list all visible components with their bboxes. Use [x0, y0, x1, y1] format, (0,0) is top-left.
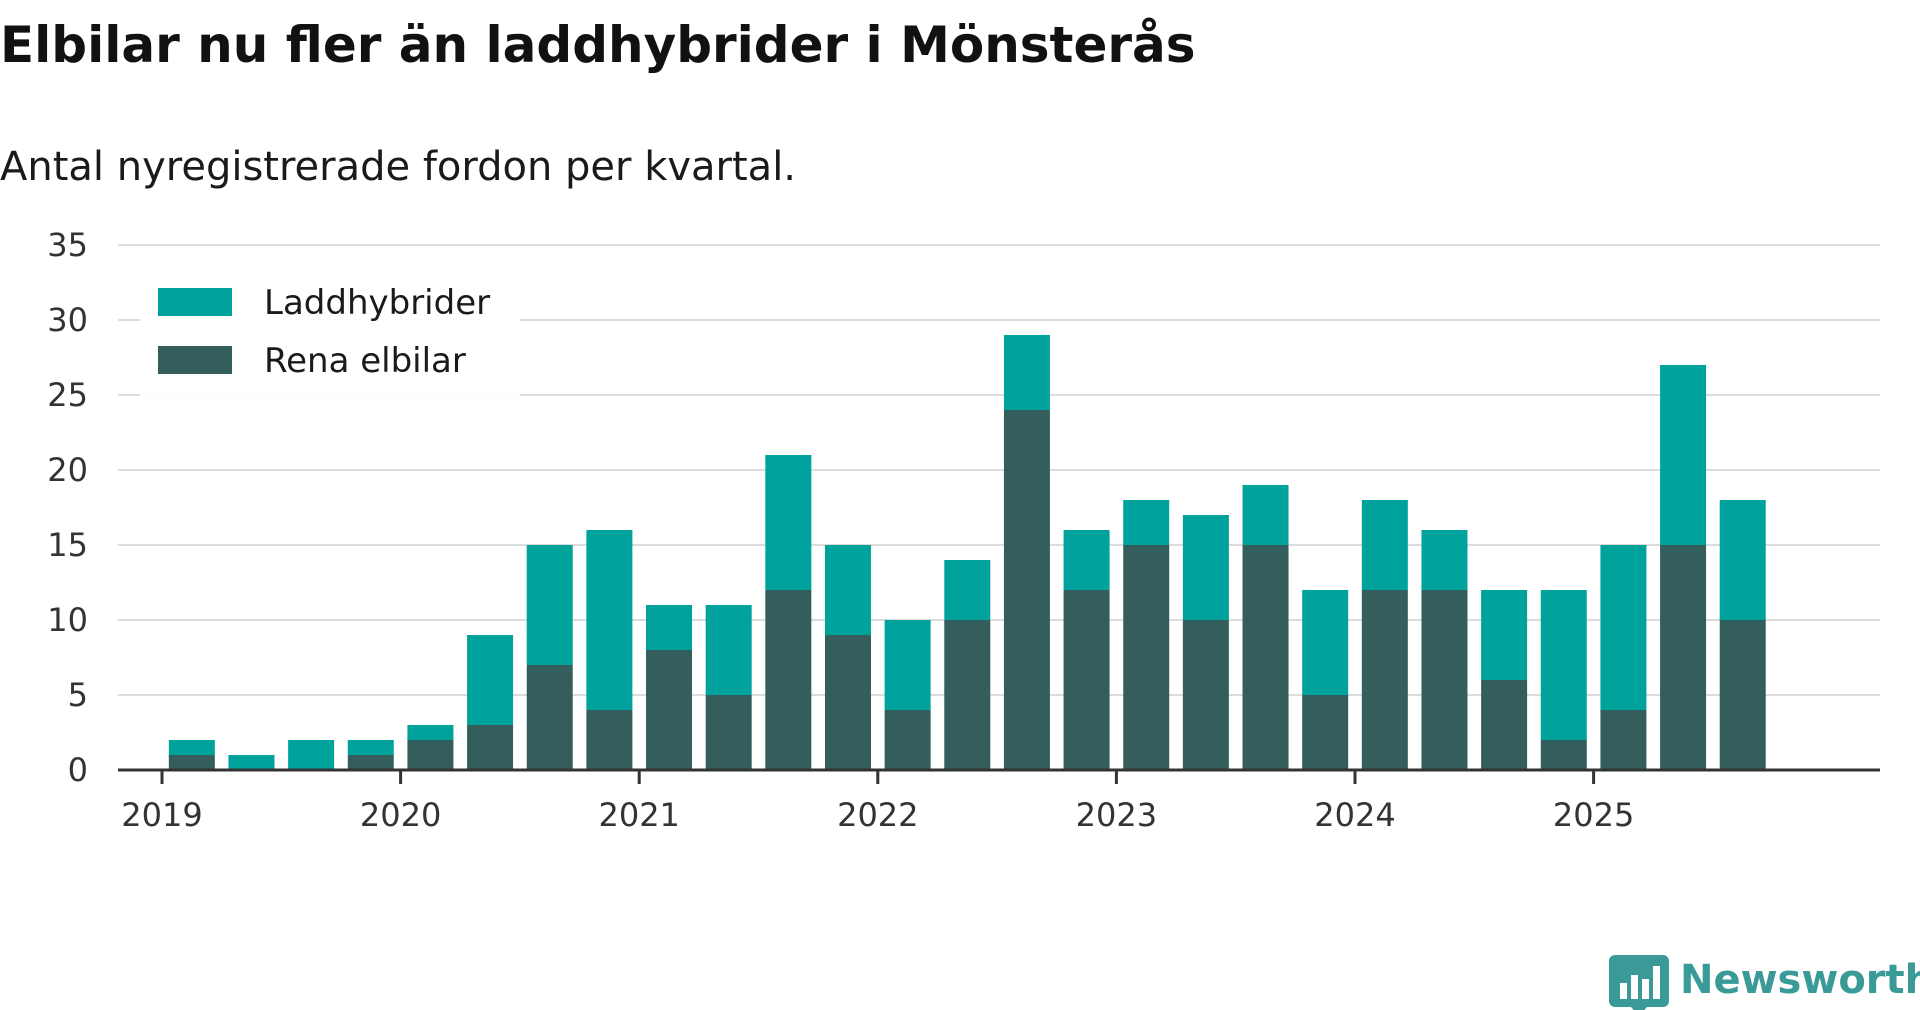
legend-label-rena-elbilar: Rena elbilar [264, 341, 466, 381]
bar-segment [168, 740, 215, 755]
bar-segment [1123, 500, 1170, 545]
x-tick-label: 2023 [1076, 796, 1157, 834]
bar-segment [1600, 710, 1647, 770]
bar-segment [1302, 590, 1349, 695]
legend-swatch-laddhybrider [158, 288, 232, 316]
x-tick-label: 2021 [598, 796, 679, 834]
bar-segment [1182, 620, 1229, 770]
y-tick-label: 30 [47, 301, 88, 339]
chart-subtitle: Antal nyregistrerade fordon per kvartal. [0, 144, 796, 190]
bar-segment [407, 740, 454, 770]
chart-title: Elbilar nu fler än laddhybrider i Mönste… [0, 16, 1196, 74]
bar-segment [884, 620, 931, 710]
bar-segment [1003, 335, 1050, 410]
bar-segment [765, 455, 812, 590]
bar-chart-speech-bubble-icon [1609, 955, 1669, 1010]
x-tick-label: 2025 [1553, 796, 1634, 834]
bar-segment [1660, 545, 1707, 770]
y-tick-label: 15 [47, 526, 88, 564]
bar-segment [1421, 590, 1468, 770]
bars [168, 335, 1766, 770]
bar-segment [1003, 410, 1050, 770]
bar-segment [1063, 590, 1110, 770]
bar-segment [824, 545, 871, 635]
bar-segment [1063, 530, 1110, 590]
bar-segment [347, 740, 394, 755]
bar-segment [646, 650, 693, 770]
bar-segment [1481, 680, 1528, 770]
bar-segment [1660, 365, 1707, 545]
x-tick-label: 2019 [121, 796, 202, 834]
bar-segment [586, 710, 633, 770]
bar-segment [884, 710, 931, 770]
bar-segment [1540, 590, 1587, 740]
bar-segment [1242, 485, 1289, 545]
bar-segment [1481, 590, 1528, 680]
bar-segment [467, 635, 514, 725]
brand-name: Newsworthy [1680, 957, 1920, 1003]
bar-segment [228, 755, 275, 770]
x-tick-label: 2020 [360, 796, 441, 834]
bar-segment [1421, 530, 1468, 590]
bar-segment [824, 635, 871, 770]
legend: Laddhybrider Rena elbilar [140, 272, 520, 398]
bar-segment [347, 755, 394, 770]
bar-segment [1361, 590, 1408, 770]
bar-segment [944, 620, 991, 770]
bar-segment [705, 695, 752, 770]
bar-segment [705, 605, 752, 695]
y-axis-ticks: 0 5 10 15 20 25 30 35 [47, 226, 88, 789]
bar-segment [1719, 500, 1766, 620]
x-tick-label: 2022 [837, 796, 918, 834]
bar-segment [1182, 515, 1229, 620]
bar-segment [168, 755, 215, 770]
bar-segment [646, 605, 693, 650]
bar-segment [1719, 620, 1766, 770]
y-tick-label: 0 [68, 751, 88, 789]
y-tick-label: 10 [47, 601, 88, 639]
bar-segment [1600, 545, 1647, 710]
bar-segment [1242, 545, 1289, 770]
brand-logo: Newsworthy [1609, 955, 1920, 1010]
bar-segment [944, 560, 991, 620]
bar-segment [467, 725, 514, 770]
bar-segment [586, 530, 633, 710]
bar-segment [526, 665, 573, 770]
legend-swatch-rena-elbilar [158, 346, 232, 374]
bar-segment [1361, 500, 1408, 590]
x-axis-ticks: 2019 2020 2021 2022 2023 2024 2025 [121, 770, 1634, 834]
bar-segment [1302, 695, 1349, 770]
y-tick-label: 25 [47, 376, 88, 414]
bar-segment [526, 545, 573, 665]
bar-segment [1123, 545, 1170, 770]
bar-segment [407, 725, 454, 740]
y-tick-label: 20 [47, 451, 88, 489]
x-tick-label: 2024 [1314, 796, 1395, 834]
y-tick-label: 35 [47, 226, 88, 264]
y-tick-label: 5 [68, 676, 88, 714]
legend-label-laddhybrider: Laddhybrider [264, 283, 490, 323]
bar-segment [1540, 740, 1587, 770]
bar-segment [765, 590, 812, 770]
bar-segment [288, 740, 335, 770]
